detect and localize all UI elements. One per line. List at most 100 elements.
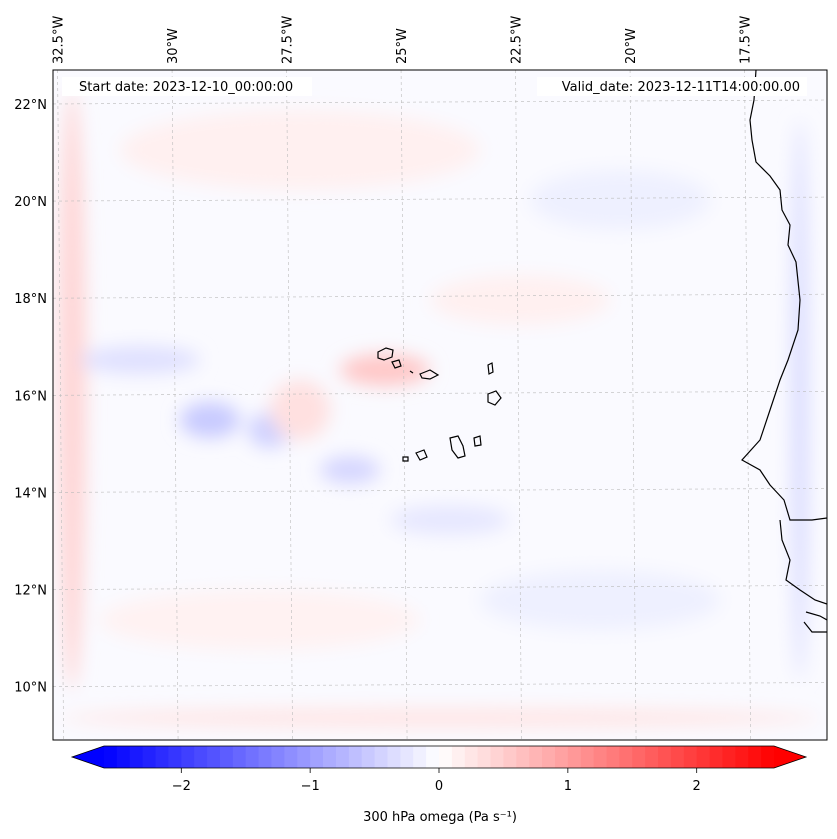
- africa-coastline: [741, 70, 827, 521]
- colorbar-segment: [696, 746, 711, 768]
- lon-gridline: [744, 70, 751, 740]
- colorbar-segment: [142, 746, 157, 768]
- colorbar-segment: [735, 746, 749, 768]
- lat-tick-label: 10°N: [14, 681, 47, 696]
- colorbar-segment: [567, 746, 582, 768]
- field-blob-blue-9: [530, 170, 710, 230]
- colorbar-segment: [670, 746, 685, 768]
- colorbar-segment: [593, 746, 608, 768]
- colorbar-segment: [245, 746, 260, 768]
- colorbar-segment: [335, 746, 350, 768]
- colorbar-segment: [477, 746, 492, 768]
- map-frame: [52, 69, 828, 741]
- colorbar-segment: [619, 746, 633, 768]
- map-panel: Start date: 2023-12-10_00:00:00 Valid_da…: [52, 69, 828, 741]
- colorbar: −2 −1 0 1 2 300 hPa omega (Pa s⁻¹): [70, 745, 808, 825]
- lon-tick-label: 32.5°W: [52, 16, 67, 64]
- colorbar-segment: [451, 746, 466, 768]
- colorbar-segment: [606, 746, 620, 768]
- gridlines: [53, 70, 827, 740]
- lon-gridline: [515, 70, 522, 740]
- colorbar-segment: [683, 746, 698, 768]
- start-date-box: [62, 77, 312, 96]
- colorbar-segment: [400, 746, 414, 768]
- lon-gridline: [629, 70, 637, 740]
- islet-dot: [409, 370, 414, 374]
- island-sal: [487, 362, 494, 375]
- colorbar-segment: [490, 746, 505, 768]
- colorbar-segment: [516, 746, 530, 768]
- colorbar-segment: [761, 746, 775, 768]
- valid-date-box: [537, 77, 807, 96]
- colorbar-high-extension: [774, 746, 806, 768]
- coastlines: [377, 70, 827, 633]
- field-blob-north-red: [120, 110, 480, 190]
- colorbar-segment: [503, 746, 517, 768]
- island-fogo: [415, 449, 428, 461]
- colorbar-segment: [194, 746, 208, 768]
- colorbar-segment: [168, 746, 182, 768]
- colorbar-segment: [310, 746, 324, 768]
- colorbar-segment: [258, 746, 273, 768]
- lon-gridline: [57, 70, 64, 740]
- colorbar-segment: [297, 746, 311, 768]
- island-boa-vista: [487, 390, 502, 406]
- colorbar-segment: [271, 746, 285, 768]
- colorbar-tick-label: −1: [301, 779, 320, 794]
- lat-tick-label: 16°N: [14, 389, 47, 404]
- lon-gridline: [400, 70, 408, 740]
- colorbar-segment: [323, 746, 337, 768]
- colorbar-segment: [554, 746, 569, 768]
- field-blob-red-7: [100, 590, 420, 650]
- colorbar-segment: [361, 746, 376, 768]
- colorbar-segment: [207, 746, 221, 768]
- colorbar-segment: [129, 746, 144, 768]
- island-sao-nicolau: [419, 369, 440, 380]
- colorbar-segment: [464, 746, 479, 768]
- colorbar-outline: [70, 745, 808, 769]
- field-blob-blue-4: [320, 456, 380, 484]
- field-blob-west-band: [58, 90, 86, 690]
- colorbar-segments: [104, 746, 775, 768]
- field-blob-blue-6: [390, 505, 510, 535]
- colorbar-segment: [580, 746, 595, 768]
- longitude-tick-labels: 32.5°W 30°W 27.5°W 25°W 22.5°W 20°W 17.5°W: [52, 16, 754, 64]
- colorbar-segment: [748, 746, 762, 768]
- omega-field: [58, 90, 820, 728]
- lat-tick-label: 22°N: [14, 98, 47, 113]
- lat-tick-label: 20°N: [14, 195, 47, 210]
- colorbar-segment: [413, 746, 427, 768]
- colorbar-segment: [722, 746, 736, 768]
- lat-tick-label: 12°N: [14, 583, 47, 598]
- lat-tick-label: 18°N: [14, 292, 47, 307]
- lon-tick-label: 30°W: [166, 28, 181, 64]
- colorbar-tick-label: 0: [435, 779, 443, 794]
- colorbar-segment: [232, 746, 247, 768]
- start-date-label: Start date: 2023-12-10_00:00:00: [79, 80, 293, 95]
- colorbar-low-extension: [72, 746, 104, 768]
- colorbar-segment: [181, 746, 195, 768]
- island-maio: [473, 435, 482, 447]
- colorbar-segment: [348, 746, 363, 768]
- island-santo-antao: [377, 347, 394, 361]
- lon-gridline: [286, 70, 293, 740]
- lon-tick-label: 22.5°W: [510, 16, 525, 64]
- colorbar-segment: [709, 746, 724, 768]
- colorbar-segment: [155, 746, 170, 768]
- lon-tick-label: 27.5°W: [281, 16, 296, 64]
- colorbar-segment: [645, 746, 659, 768]
- field-blob-capeverde-red: [340, 354, 430, 386]
- colorbar-segment: [632, 746, 646, 768]
- colorbar-tick-label: −2: [172, 779, 191, 794]
- lat-tick-label: 14°N: [14, 486, 47, 501]
- island-santiago: [449, 435, 466, 459]
- field-blob-mid-blue-2: [180, 402, 240, 438]
- field-blob-blue-8: [480, 570, 720, 630]
- colorbar-label: 300 hPa omega (Pa s⁻¹): [363, 810, 517, 825]
- colorbar-ticks: −2 −1 0 1 2: [172, 768, 701, 794]
- valid-date-label: Valid_date: 2023-12-11T14:00:00.00: [562, 80, 800, 95]
- colorbar-segment: [387, 746, 401, 768]
- colorbar-segment: [284, 746, 298, 768]
- colorbar-segment: [116, 746, 131, 768]
